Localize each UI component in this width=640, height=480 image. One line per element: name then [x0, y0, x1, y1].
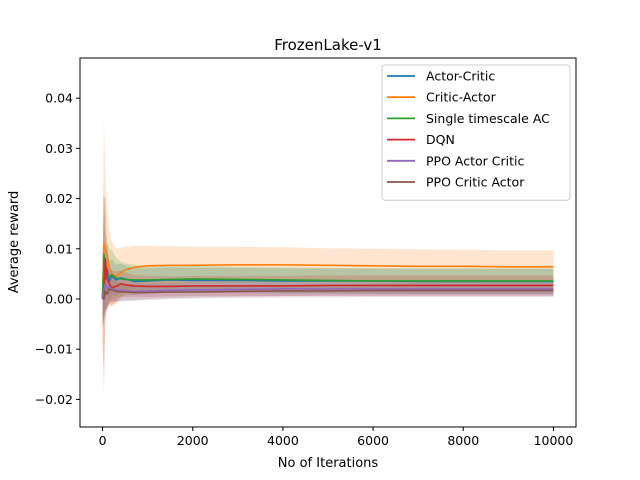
x-tick-label: 10000: [534, 433, 574, 448]
ppo-critic-actor-line: [102, 288, 554, 300]
ppo-actor-critic-line: [101, 283, 554, 300]
legend-label-actor-critic: Actor-Critic: [426, 69, 495, 84]
dqn-line: [101, 257, 554, 300]
legend-label-single-timescale-ac: Single timescale AC: [426, 111, 550, 126]
chart-title: FrozenLake-v1: [274, 36, 382, 54]
legend: Actor-Critic Critic-Actor Single timescale…: [381, 64, 571, 201]
x-tick-label: 4000: [267, 433, 299, 448]
legend-label-dqn: DQN: [426, 132, 455, 147]
y-tick-label: 0.03: [45, 141, 73, 156]
critic-actor-line: [101, 243, 554, 300]
y-tick-label: 0.02: [45, 191, 73, 206]
y-tick-label: 0.04: [45, 91, 73, 106]
ppo-critic-actor-band: [102, 271, 554, 325]
plot-area-frame: [79, 57, 577, 428]
series-lines: [101, 243, 554, 300]
y-tick-label: 0.01: [45, 241, 73, 256]
y-axis-title: Average reward: [7, 191, 22, 294]
legend-label-critic-actor: Critic-Actor: [426, 90, 497, 105]
x-axis-ticks: 0 2000 4000 6000 8000 10000: [99, 427, 574, 448]
legend-box: [381, 64, 571, 201]
x-axis-title: No of Iterations: [278, 456, 379, 471]
y-axis-ticks: −0.02 −0.01 0.00 0.01 0.02 0.03 0.04: [35, 91, 80, 407]
y-tick-label: −0.02: [35, 392, 73, 407]
legend-label-ppo-actor-critic: PPO Actor Critic: [426, 153, 524, 168]
single-timescale-ac-line: [101, 254, 554, 300]
y-tick-label: 0.00: [45, 291, 73, 306]
x-tick-label: 0: [99, 433, 107, 448]
legend-label-ppo-critic-actor: PPO Critic Actor: [426, 175, 525, 190]
x-tick-label: 8000: [447, 433, 479, 448]
x-tick-label: 2000: [177, 433, 209, 448]
x-tick-label: 6000: [357, 433, 389, 448]
y-tick-label: −0.01: [35, 342, 73, 357]
